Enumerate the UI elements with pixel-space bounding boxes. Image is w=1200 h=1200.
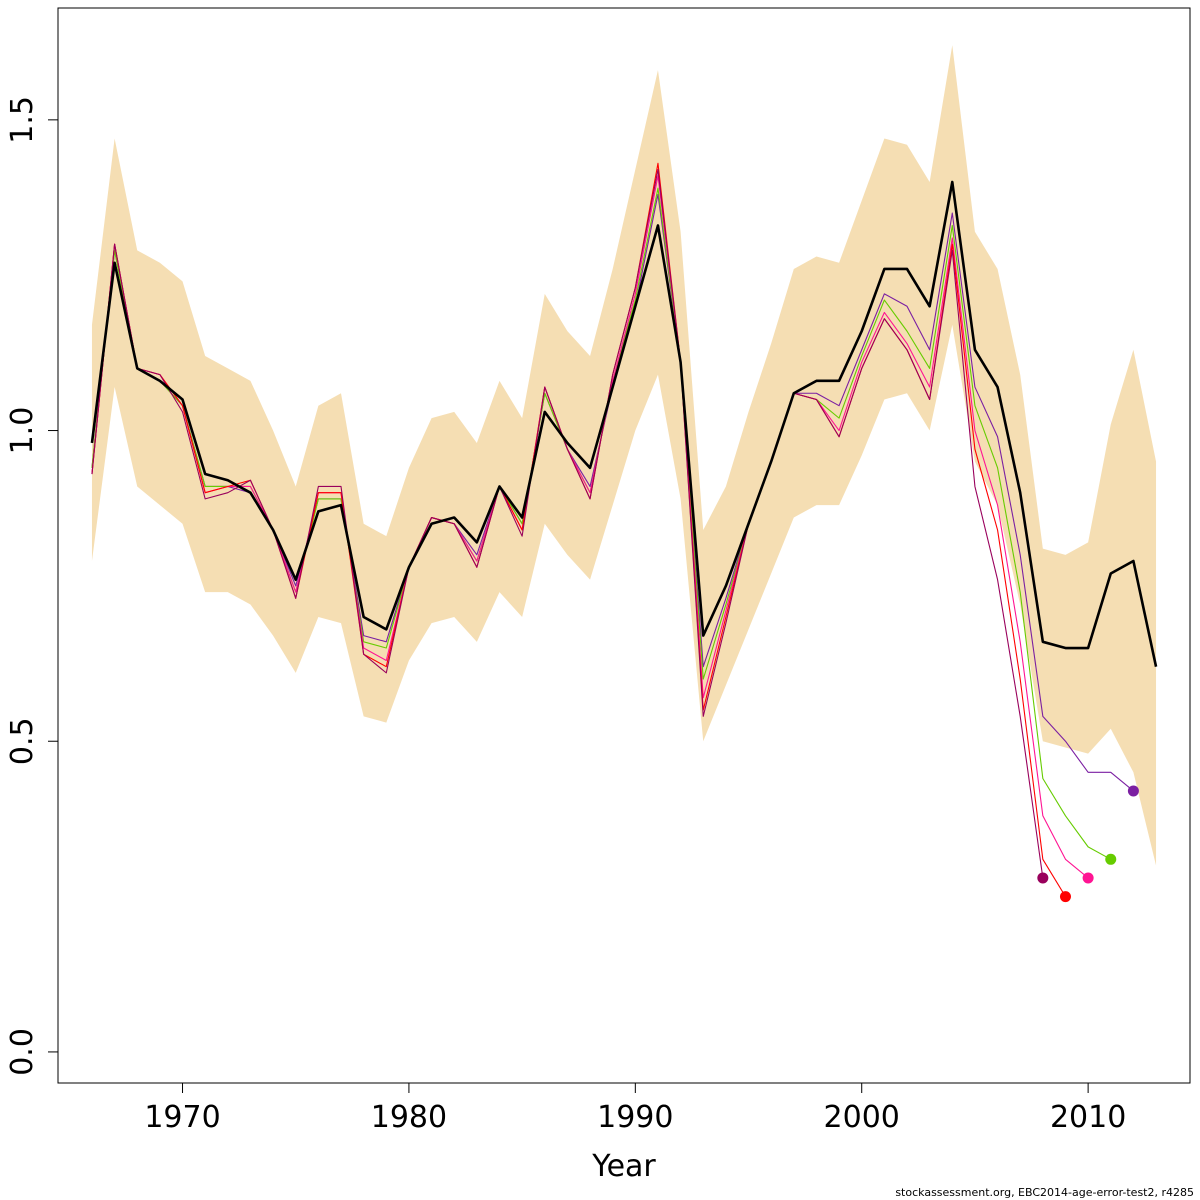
confidence-band xyxy=(91,45,1157,866)
x-tick-label: 1990 xyxy=(597,1100,673,1135)
y-tick-label: 0.0 xyxy=(5,1028,40,1076)
endpoint-dots-layer xyxy=(1037,785,1139,903)
x-axis: 1970 1980 1990 2000 2010 xyxy=(144,1082,1126,1135)
x-tick-label: 2010 xyxy=(1050,1100,1126,1135)
series-line-peel-3 xyxy=(91,175,1089,879)
series-layer xyxy=(90,162,1158,897)
x-tick-label: 1970 xyxy=(144,1100,220,1135)
footnote-credit: stockassessment.org, EBC2014-age-error-t… xyxy=(895,1186,1194,1199)
y-axis: 0.0 0.5 1.0 1.5 xyxy=(5,96,59,1076)
confidence-band-layer xyxy=(91,45,1157,866)
x-tick-label: 2000 xyxy=(824,1100,900,1135)
series-line-peel-5 xyxy=(91,169,1044,879)
endpoint-dot-1 xyxy=(1127,785,1139,797)
x-axis-title: Year xyxy=(591,1149,656,1184)
x-tick-label: 1980 xyxy=(371,1100,447,1135)
y-tick-label: 0.5 xyxy=(5,717,40,765)
endpoint-dot-3 xyxy=(1082,872,1094,884)
series-line-reference xyxy=(90,180,1158,667)
endpoint-dot-5 xyxy=(1037,872,1049,884)
endpoint-dot-2 xyxy=(1105,853,1117,865)
y-tick-label: 1.0 xyxy=(5,407,40,455)
endpoint-dot-4 xyxy=(1059,891,1071,903)
y-tick-label: 1.5 xyxy=(5,96,40,144)
